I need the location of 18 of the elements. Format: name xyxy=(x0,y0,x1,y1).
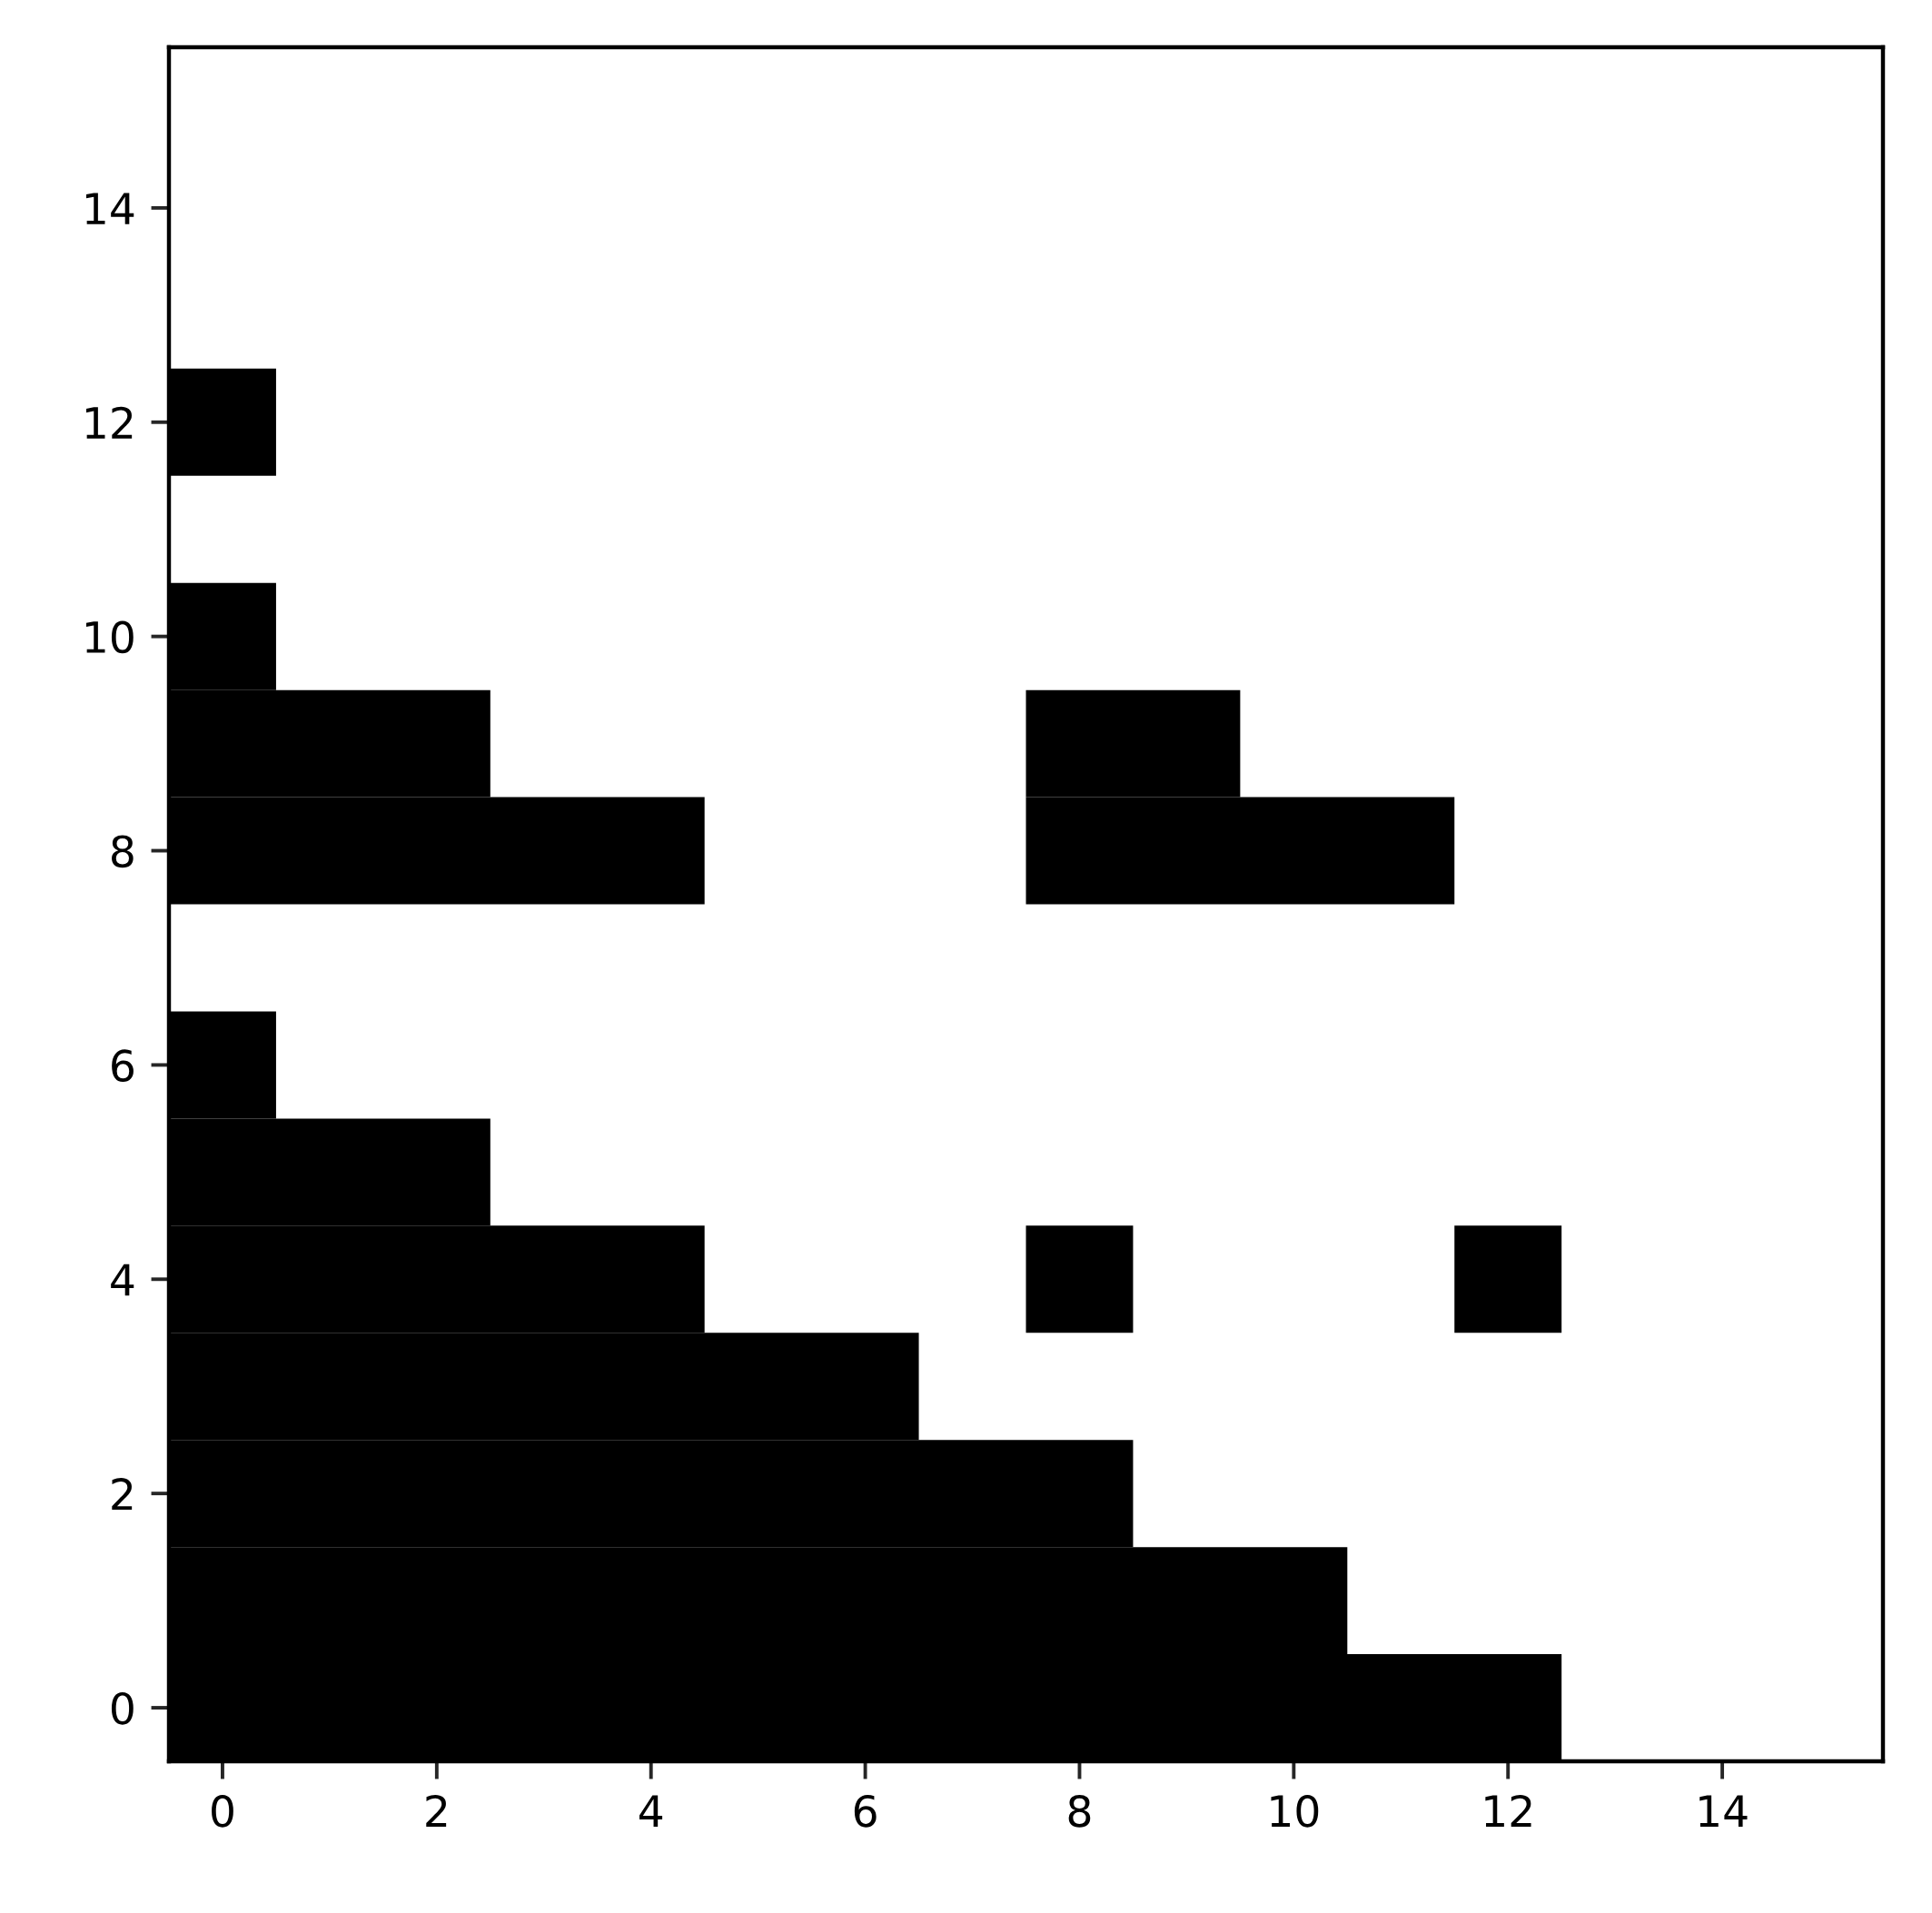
y-tick-label: 0 xyxy=(111,1691,134,1725)
y-tick-label: 6 xyxy=(112,1049,134,1083)
x-tick-label: 6 xyxy=(854,1794,877,1828)
y-tick-label: 10 xyxy=(85,620,134,654)
x-tick-label: 14 xyxy=(1699,1795,1748,1827)
y-tick-label: 8 xyxy=(112,835,134,868)
y-tick-label: 12 xyxy=(85,406,133,439)
y-tick-label: 2 xyxy=(112,1478,133,1511)
bar xyxy=(1025,1225,1134,1333)
x-tick-label: 0 xyxy=(212,1794,233,1828)
x-tick-label: 8 xyxy=(1068,1794,1091,1828)
y-tick-label: 4 xyxy=(111,1264,134,1296)
x-tick-label: 2 xyxy=(426,1794,447,1827)
y-tick-label: 14 xyxy=(85,193,134,224)
x-tick-label: 4 xyxy=(639,1795,663,1827)
bar xyxy=(1454,1225,1562,1333)
x-tick-label: 10 xyxy=(1271,1794,1319,1828)
x-tick-label: 12 xyxy=(1485,1794,1531,1827)
